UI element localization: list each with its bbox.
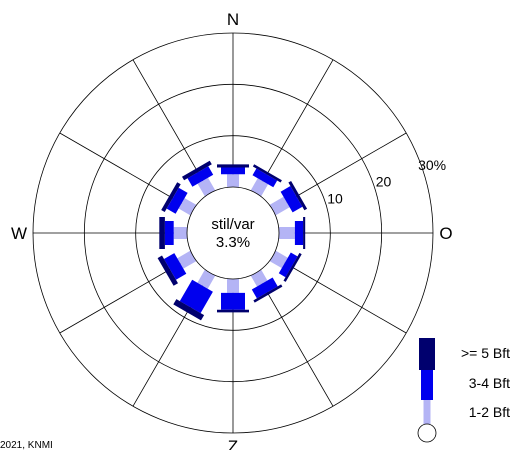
calm-label: stil/var [211, 216, 254, 233]
bar-WNW-series-0 [178, 198, 197, 216]
bar-W-series-0 [173, 227, 187, 239]
bar-ZZO-series-2 [253, 284, 283, 303]
credit-text: 2021, KNMI [0, 440, 53, 450]
bar-N-series-2 [217, 164, 249, 168]
bar-O-series-1 [294, 221, 304, 245]
bar-NNW-series-0 [197, 177, 216, 197]
bar-WZW-series-0 [177, 250, 197, 269]
bar-ONO-series-1 [280, 186, 303, 213]
legend-label-1-2bft: 1-2 Bft [469, 404, 510, 420]
bar-WNW-series-2 [161, 182, 181, 212]
legend-swatch-3-4bft [421, 370, 433, 400]
bar-ZZW-series-2 [173, 299, 205, 321]
ring-label-30: 30% [418, 157, 446, 173]
bar-OZO-series-1 [278, 252, 298, 278]
legend-calm-circle [417, 423, 437, 443]
compass-label-south: Z [228, 437, 238, 450]
ring-label-20: 20 [376, 174, 392, 190]
bar-NNO-series-0 [250, 178, 269, 197]
bar-ZZO-series-1 [251, 277, 278, 299]
bar-NNW-series-2 [182, 160, 212, 181]
bar-NNO-series-2 [252, 164, 282, 183]
legend-label-3-4bft: 3-4 Bft [469, 375, 510, 391]
bar-N-series-0 [227, 174, 239, 187]
axis-labels: N O Z W 10 20 30% [11, 10, 453, 450]
bar-OZO-series-0 [269, 250, 288, 269]
spoke-NNO [255, 59, 334, 194]
calm-circle [186, 186, 280, 280]
bar-O-series-2 [303, 217, 306, 249]
legend-swatch-5bft [419, 338, 435, 370]
bar-Z-series-0 [227, 279, 239, 293]
spoke-ZZO [255, 272, 334, 407]
bar-WZW-series-2 [157, 255, 178, 286]
bar-ZZW-series-0 [197, 269, 216, 289]
compass-label-east: O [439, 224, 452, 243]
bar-NNW-series-1 [187, 166, 214, 187]
spoke-OZO [272, 255, 407, 334]
compass-label-west: W [11, 224, 27, 243]
legend: >= 5 Bft 3-4 Bft 1-2 Bft [417, 338, 510, 443]
bar-WNW-series-1 [166, 187, 188, 214]
bar-Z-series-2 [217, 309, 249, 313]
bar-ZZO-series-0 [250, 269, 268, 287]
bar-ZZW-series-1 [179, 279, 213, 314]
bar-W-series-2 [159, 217, 165, 249]
bar-WZW-series-1 [164, 253, 187, 280]
compass-label-north: N [227, 10, 239, 29]
bar-O-series-0 [279, 227, 295, 239]
bar-Z-series-1 [221, 292, 245, 310]
bar-N-series-1 [221, 167, 245, 175]
calm-value: 3.3% [216, 234, 250, 251]
bar-NNO-series-1 [252, 168, 278, 188]
bar-ONO-series-2 [288, 181, 308, 211]
legend-label-5bft: >= 5 Bft [461, 345, 510, 361]
bar-OZO-series-2 [283, 252, 302, 282]
wind-bars [157, 160, 308, 321]
legend-swatch-1-2bft [423, 400, 431, 424]
calm-center: stil/var 3.3% [186, 186, 280, 280]
bar-ONO-series-0 [269, 196, 290, 216]
ring-label-10: 10 [327, 190, 343, 206]
bar-W-series-1 [164, 221, 174, 245]
